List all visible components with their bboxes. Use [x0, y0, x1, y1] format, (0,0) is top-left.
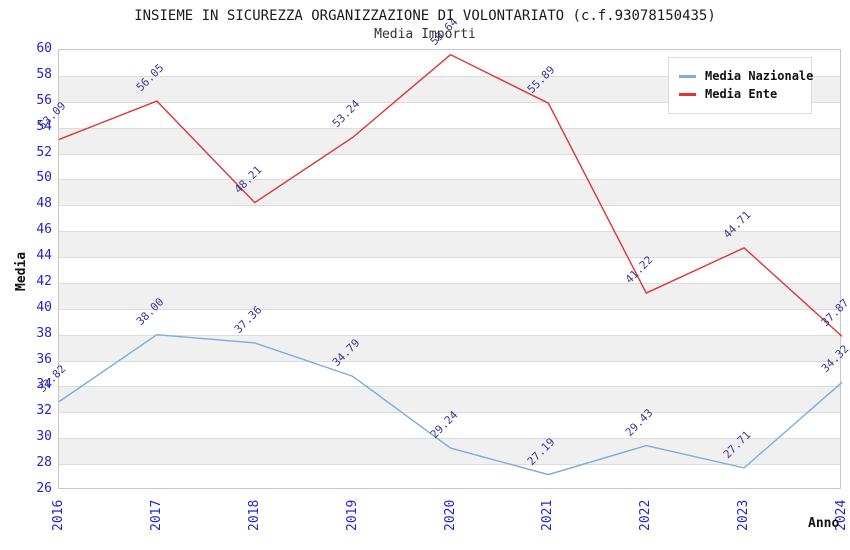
media-nazionale-swatch	[679, 74, 696, 78]
x-tick-label: 2019	[344, 499, 360, 531]
plot-band	[59, 282, 840, 309]
y-tick-label: 32	[36, 403, 52, 419]
series-line-media-ente	[58, 53, 843, 337]
x-tick-label: 2017	[148, 499, 164, 531]
x-tick-label: 2021	[540, 499, 556, 531]
gridline	[59, 334, 840, 336]
gridline	[59, 153, 840, 155]
x-tick-label: 2023	[736, 499, 752, 531]
x-axis-label: Anno	[808, 516, 840, 531]
chart-title: INSIEME IN SICUREZZA ORGANIZZAZIONE DI V…	[134, 8, 716, 24]
plot-band	[59, 127, 840, 154]
gridline	[59, 257, 840, 259]
x-tick-label: 2016	[51, 499, 66, 531]
x-tick-label: 2018	[246, 499, 262, 531]
gridline	[59, 231, 840, 233]
gridline	[59, 308, 840, 310]
plot-band	[59, 386, 840, 413]
y-tick-label: 42	[36, 273, 52, 289]
y-tick-label: 40	[36, 299, 52, 315]
media-ente-swatch	[679, 92, 696, 96]
y-tick-label: 52	[36, 144, 52, 160]
gridline	[59, 179, 840, 181]
plot-area	[58, 49, 843, 489]
gridline	[59, 101, 840, 103]
y-tick-label: 34	[36, 377, 52, 393]
legend-item-media-nazionale: Media Nazionale	[679, 69, 813, 83]
y-tick-label: 48	[36, 196, 52, 212]
gridline	[59, 438, 840, 440]
series-line-media-nazionale	[58, 333, 843, 476]
y-tick-label: 36	[36, 351, 52, 367]
legend-item-media-ente: Media Ente	[679, 87, 801, 101]
y-tick-label: 44	[36, 248, 52, 264]
plot-band	[59, 334, 840, 361]
y-tick-label: 28	[36, 455, 52, 471]
legend-label: Media Ente	[705, 87, 778, 101]
legend-label: Media Nazionale	[705, 69, 814, 83]
y-tick-label: 54	[36, 118, 52, 134]
series-lines	[58, 53, 843, 476]
gridline	[59, 360, 840, 362]
gridline	[59, 75, 840, 77]
gridline	[59, 205, 840, 207]
legend: Media Nazionale Media Ente	[668, 57, 813, 114]
y-tick-label: 30	[36, 429, 52, 445]
x-tick-label: 2022	[638, 499, 654, 531]
y-tick-label: 56	[36, 92, 52, 108]
y-tick-label: 38	[36, 325, 52, 341]
gridline	[59, 282, 840, 284]
chart-subtitle: Media Importi	[374, 27, 476, 42]
gridline	[59, 412, 840, 414]
x-tick-label: 2020	[442, 499, 458, 531]
gridline	[59, 386, 840, 388]
gridline	[59, 464, 840, 466]
y-tick-label: 26	[36, 481, 52, 496]
y-tick-label: 46	[36, 222, 52, 238]
plot-band	[59, 179, 840, 206]
y-tick-label: 60	[36, 41, 52, 56]
plot-band	[59, 231, 840, 258]
y-tick-label: 58	[36, 66, 52, 82]
gridline	[59, 127, 840, 129]
y-tick-label: 50	[36, 170, 52, 186]
